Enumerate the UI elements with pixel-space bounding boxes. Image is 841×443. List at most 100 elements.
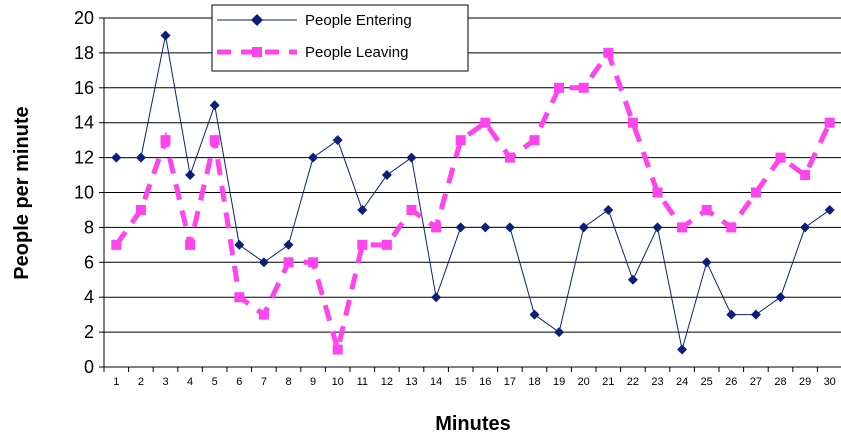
data-point-0-9 — [308, 152, 319, 163]
data-point-1-2 — [135, 204, 146, 215]
x-tick-label-22: 22 — [627, 376, 639, 388]
data-point-1-19 — [554, 82, 565, 93]
legend: People Entering People Leaving — [211, 4, 469, 72]
y-axis-title: People per minute — [11, 106, 33, 279]
x-tick-label-17: 17 — [504, 376, 516, 388]
data-point-0-3 — [160, 30, 171, 41]
y-tick-label-2: 2 — [84, 322, 94, 342]
data-point-0-30 — [824, 204, 835, 215]
data-point-1-28 — [775, 152, 786, 163]
y-tick-labels: 0 2 4 6 8 10 12 14 16 18 20 — [74, 8, 94, 377]
series-line-0 — [116, 35, 830, 350]
data-point-0-12 — [381, 170, 392, 181]
data-point-1-1 — [111, 239, 122, 250]
data-point-0-17 — [504, 222, 515, 233]
axes — [99, 17, 841, 372]
data-point-1-15 — [455, 135, 466, 146]
data-point-1-3 — [160, 135, 171, 146]
y-tick-label-8: 8 — [84, 217, 94, 237]
y-tick-label-18: 18 — [74, 43, 94, 63]
data-point-0-1 — [111, 152, 122, 163]
data-point-1-16 — [480, 117, 491, 128]
data-point-1-29 — [800, 170, 811, 181]
data-point-0-6 — [234, 239, 245, 250]
data-point-1-4 — [185, 239, 196, 250]
data-point-1-20 — [578, 82, 589, 93]
x-tick-label-14: 14 — [430, 376, 442, 388]
data-point-0-16 — [480, 222, 491, 233]
data-point-0-14 — [431, 292, 442, 303]
data-point-1-25 — [701, 204, 712, 215]
x-tick-label-7: 7 — [261, 376, 267, 388]
data-point-0-20 — [578, 222, 589, 233]
data-point-1-21 — [603, 47, 614, 58]
x-tick-label-6: 6 — [236, 376, 242, 388]
x-tick-label-8: 8 — [285, 376, 291, 388]
x-tick-label-21: 21 — [602, 376, 614, 388]
data-point-1-6 — [234, 292, 245, 303]
data-point-0-27 — [750, 309, 761, 320]
data-point-0-4 — [185, 170, 196, 181]
data-point-0-19 — [554, 327, 565, 338]
x-tick-label-19: 19 — [553, 376, 565, 388]
x-tick-label-2: 2 — [138, 376, 144, 388]
x-tick-label-15: 15 — [455, 376, 467, 388]
data-point-0-26 — [726, 309, 737, 320]
data-point-1-9 — [308, 257, 319, 268]
legend-entering-label: People Entering — [305, 12, 412, 29]
x-tick-label-10: 10 — [332, 376, 344, 388]
x-tick-label-11: 11 — [357, 376, 368, 388]
legend-entering-marker — [251, 14, 263, 26]
x-tick-label-24: 24 — [676, 376, 688, 388]
data-point-1-18 — [529, 135, 540, 146]
data-point-1-22 — [627, 117, 638, 128]
data-point-1-5 — [209, 135, 220, 146]
y-tick-label-0: 0 — [84, 357, 94, 377]
data-point-1-17 — [504, 152, 515, 163]
x-tick-label-18: 18 — [528, 376, 540, 388]
x-tick-label-29: 29 — [799, 376, 811, 388]
data-point-1-24 — [677, 222, 688, 233]
data-point-0-15 — [455, 222, 466, 233]
data-point-1-11 — [357, 239, 368, 250]
y-tick-label-6: 6 — [84, 252, 94, 272]
data-point-1-13 — [406, 204, 417, 215]
data-point-0-11 — [357, 204, 368, 215]
x-tick-label-3: 3 — [162, 376, 168, 388]
data-point-1-10 — [332, 344, 343, 355]
data-point-1-26 — [726, 222, 737, 233]
data-point-1-23 — [652, 187, 663, 198]
series-0 — [111, 30, 835, 355]
x-tick-label-30: 30 — [824, 376, 836, 388]
series-1 — [111, 47, 835, 360]
data-point-0-2 — [135, 152, 146, 163]
y-tick-label-12: 12 — [74, 148, 94, 168]
series-group — [111, 30, 835, 360]
data-point-1-27 — [750, 187, 761, 198]
data-point-1-8 — [283, 257, 294, 268]
legend-leaving-label: People Leaving — [305, 44, 408, 61]
data-point-0-7 — [258, 257, 269, 268]
y-tick-label-10: 10 — [74, 183, 94, 203]
x-axis-title: Minutes — [435, 413, 511, 435]
x-tick-label-12: 12 — [381, 376, 393, 388]
data-point-1-7 — [258, 309, 269, 320]
data-point-0-25 — [701, 257, 712, 268]
x-tick-label-25: 25 — [701, 376, 713, 388]
x-tick-label-28: 28 — [774, 376, 786, 388]
x-tick-label-4: 4 — [187, 376, 193, 388]
y-tick-label-16: 16 — [74, 78, 94, 98]
x-tick-label-1: 1 — [113, 376, 119, 388]
x-tick-label-16: 16 — [479, 376, 491, 388]
x-tick-label-13: 13 — [405, 376, 417, 388]
data-point-0-29 — [800, 222, 811, 233]
legend-box — [211, 4, 469, 72]
data-point-0-10 — [332, 135, 343, 146]
data-point-1-12 — [381, 239, 392, 250]
data-point-0-5 — [209, 100, 220, 111]
x-tick-label-5: 5 — [212, 376, 218, 388]
y-tick-label-14: 14 — [74, 113, 94, 133]
data-point-0-28 — [775, 292, 786, 303]
data-point-0-24 — [677, 344, 688, 355]
x-tick-label-9: 9 — [310, 376, 316, 388]
